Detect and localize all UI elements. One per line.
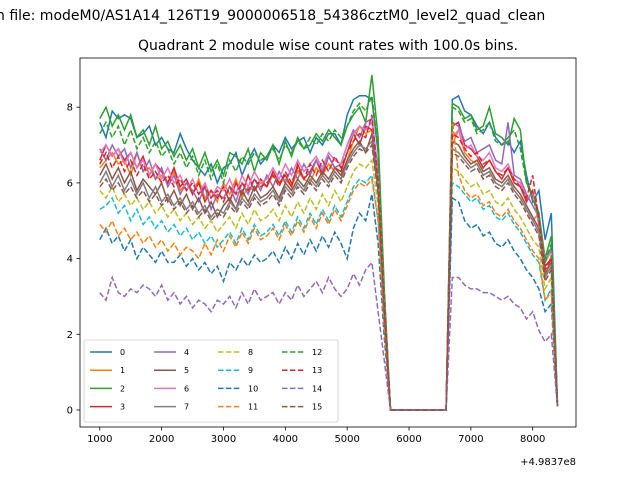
x-tick-label: 5000 [334, 434, 359, 445]
x-tick-label: 2000 [149, 434, 174, 445]
series-line-6 [99, 120, 559, 411]
legend-label-11: 11 [248, 403, 258, 412]
legend-label-6: 6 [184, 384, 189, 393]
series-line-11 [99, 118, 559, 411]
series-line-4 [99, 117, 559, 411]
series-line-12 [99, 95, 559, 411]
y-tick-label: 8 [67, 103, 73, 114]
x-tick-label: 4000 [273, 434, 298, 445]
series-line-8 [99, 158, 559, 411]
series-line-14 [99, 260, 559, 411]
legend-label-5: 5 [184, 366, 189, 375]
legend-label-8: 8 [248, 348, 253, 357]
series-line-5 [99, 133, 559, 411]
plot-area-frame [79, 57, 577, 428]
legend-label-15: 15 [312, 403, 322, 412]
legend-label-7: 7 [184, 403, 189, 412]
x-axis: 1000 2000 3000 4000 5000 6000 7000 8000 [87, 427, 545, 445]
y-tick-label: 6 [67, 178, 73, 189]
x-tick-label: 1000 [87, 434, 112, 445]
series-line-2 [99, 74, 559, 411]
chart-title: Quadrant 2 module wise count rates with … [138, 38, 518, 54]
series-line-13 [99, 114, 559, 411]
series-line-15 [99, 143, 559, 411]
series-layer [99, 74, 559, 411]
x-tick-label: 7000 [458, 434, 483, 445]
legend-label-0: 0 [120, 348, 125, 357]
y-tick-label: 4 [67, 254, 73, 265]
figure-title: n file: modeM0/AS1A14_126T19_9000006518_… [0, 8, 545, 24]
legend-label-9: 9 [248, 366, 253, 375]
y-tick-label: 0 [67, 405, 73, 416]
x-tick-label: 6000 [396, 434, 421, 445]
series-line-7 [99, 139, 559, 411]
legend-label-13: 13 [312, 366, 322, 375]
legend-box [83, 339, 339, 423]
series-line-10 [99, 194, 559, 411]
x-axis-offset-label: +4.9837e8 [520, 457, 576, 468]
y-axis: 0 2 4 6 8 [67, 103, 80, 416]
x-tick-label: 3000 [211, 434, 236, 445]
legend-label-2: 2 [120, 384, 125, 393]
legend-label-3: 3 [120, 403, 125, 412]
legend-label-1: 1 [120, 366, 125, 375]
legend-label-10: 10 [248, 384, 258, 393]
x-tick-label: 8000 [520, 434, 545, 445]
legend-label-14: 14 [312, 384, 322, 393]
series-line-9 [99, 173, 559, 411]
legend-label-12: 12 [312, 348, 322, 357]
y-tick-label: 2 [67, 330, 73, 341]
legend-label-4: 4 [184, 348, 189, 357]
